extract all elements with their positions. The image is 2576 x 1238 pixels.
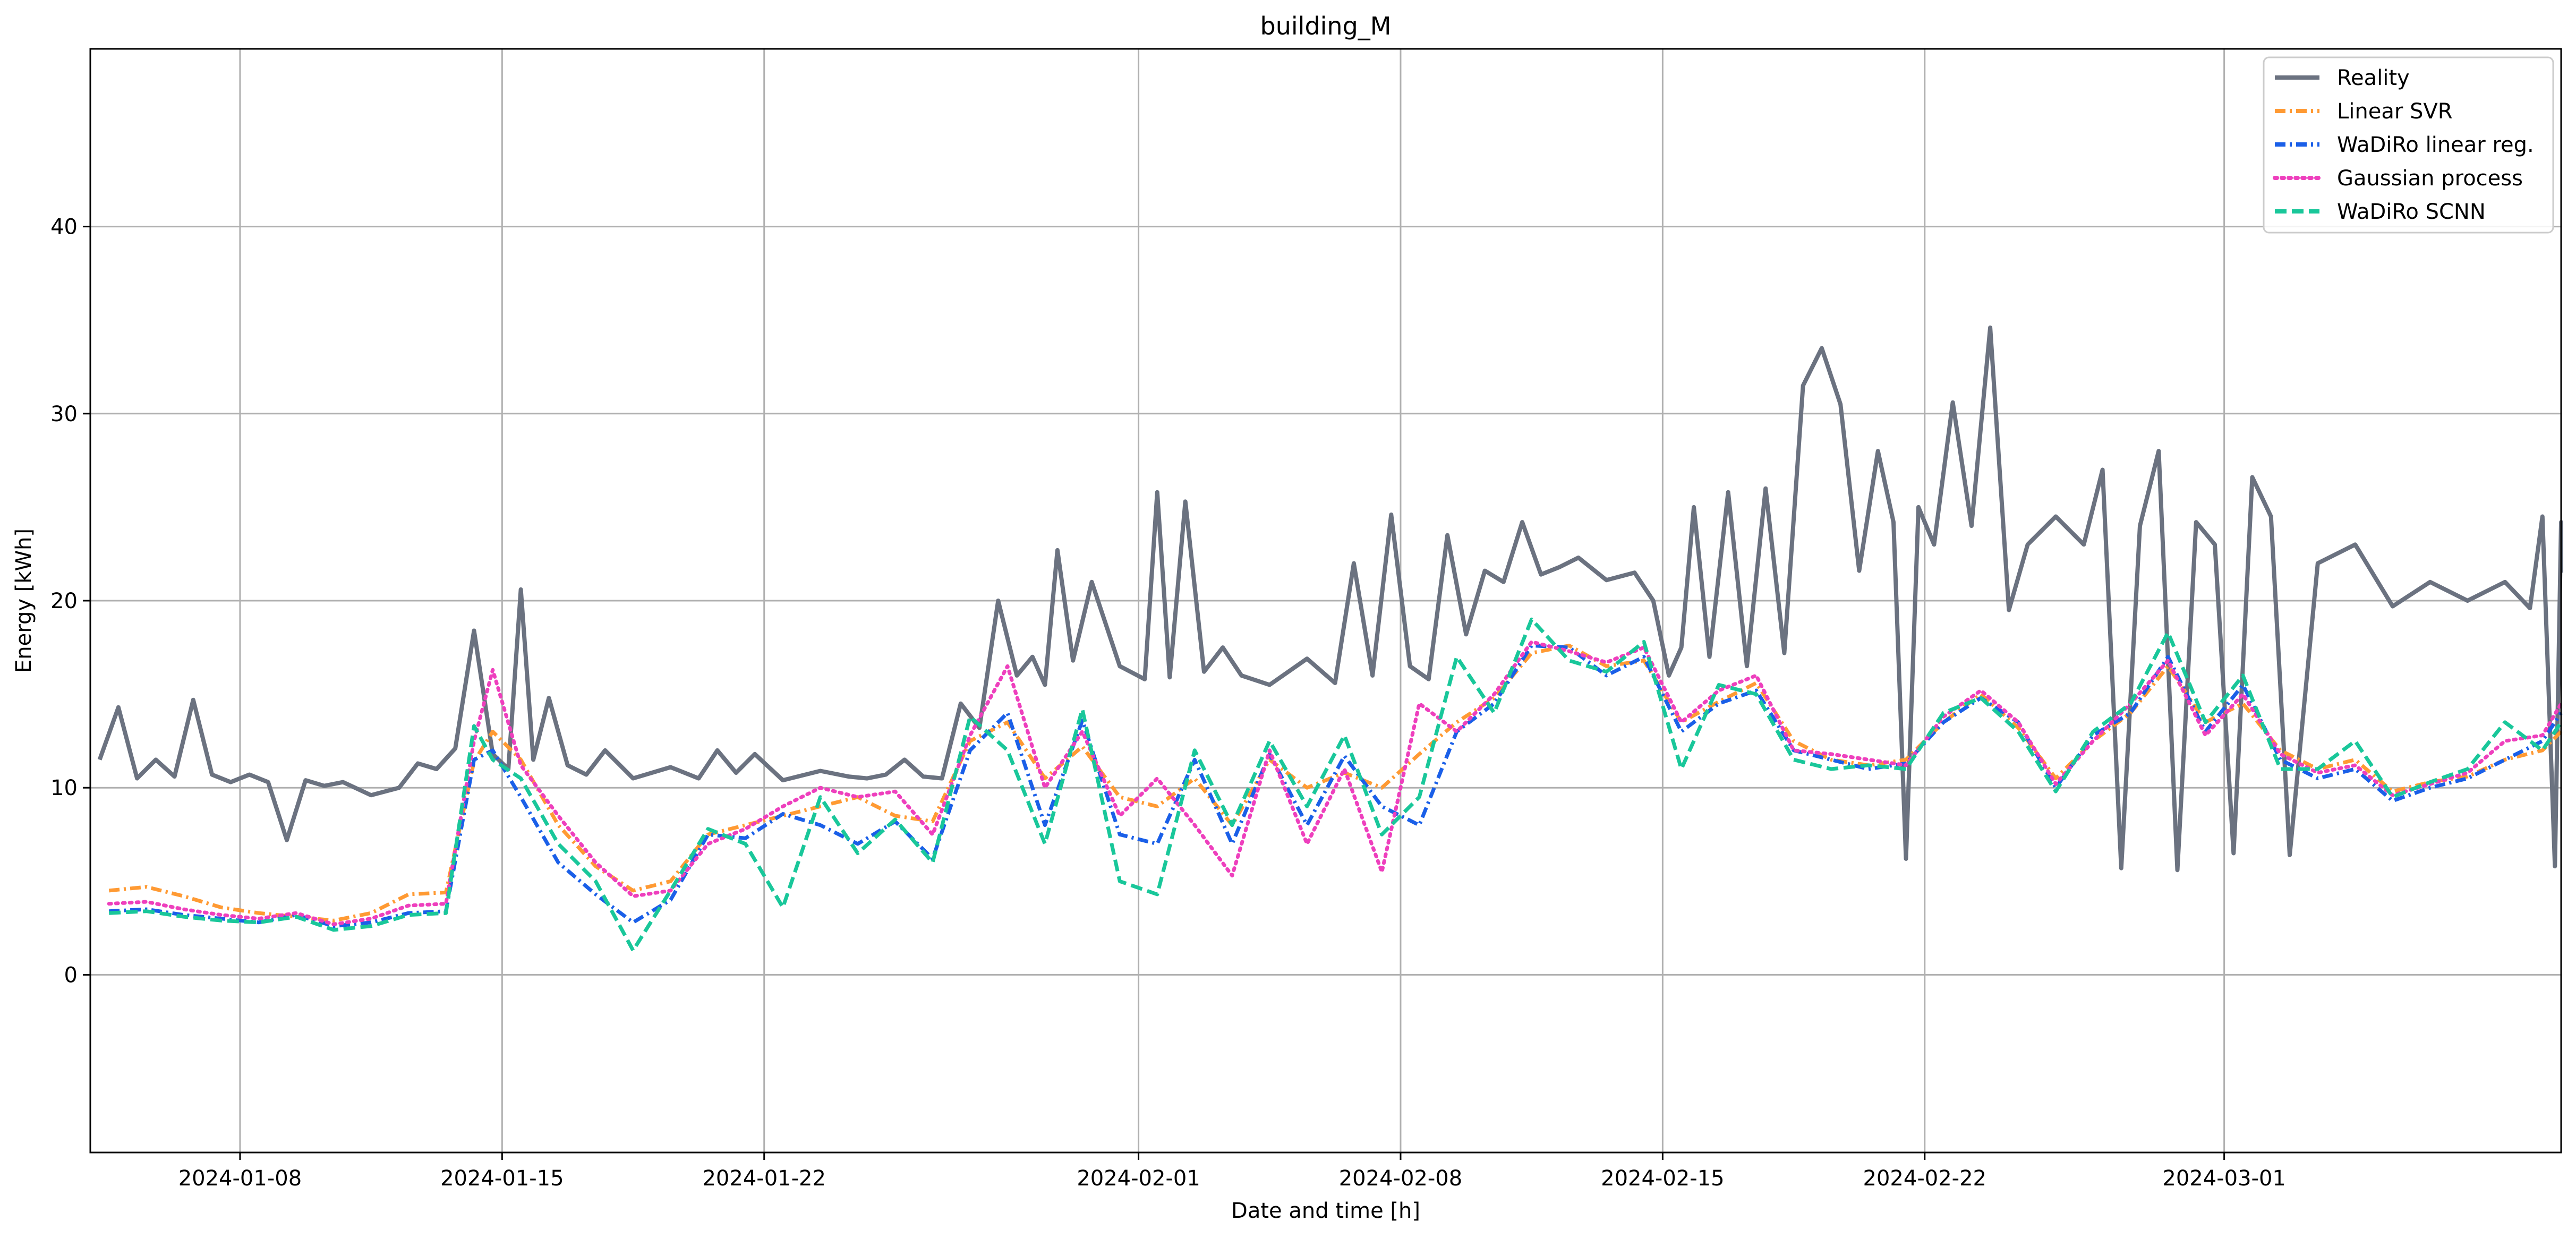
- legend-label: WaDiRo linear reg.: [2337, 133, 2534, 157]
- y-tick-label: 30: [50, 402, 78, 426]
- x-tick-label: 2024-02-01: [1077, 1166, 1200, 1191]
- legend-label: Reality: [2337, 66, 2410, 90]
- x-tick-label: 2024-02-22: [1863, 1166, 1986, 1191]
- chart-title: building_M: [1260, 12, 1392, 40]
- x-tick-label: 2024-02-15: [1601, 1166, 1724, 1191]
- series-line-reality: [97, 325, 2563, 873]
- legend-label: Gaussian process: [2337, 166, 2523, 191]
- y-axis-label: Energy [kWh]: [12, 528, 36, 673]
- x-tick-label: 2024-02-08: [1339, 1166, 1462, 1191]
- y-tick-label: 40: [50, 215, 78, 240]
- y-axis: 0 10 20 30 40: [50, 215, 90, 987]
- series-line-wadiro-scnn: [109, 617, 2563, 953]
- x-tick-label: 2024-01-15: [440, 1166, 564, 1191]
- legend-box: [2263, 56, 2554, 234]
- grid: [90, 49, 2561, 1152]
- series-line-linear-svr: [108, 644, 2563, 923]
- y-tick-label: 0: [64, 963, 78, 987]
- x-axis-label: Date and time [h]: [1231, 1199, 1420, 1223]
- x-tick-label: 2024-01-08: [178, 1166, 302, 1191]
- series-line-gaussian-process: [107, 640, 2563, 926]
- series-layer: [97, 325, 2563, 953]
- x-tick-label: 2024-01-22: [702, 1166, 825, 1191]
- y-tick-label: 20: [50, 589, 78, 613]
- legend-label: Linear SVR: [2337, 99, 2453, 124]
- x-axis: 2024-01-08 2024-01-15 2024-01-22 2024-02-01…: [178, 1152, 2286, 1191]
- legend: Reality Linear SVR WaDiRo linear reg. Gauss…: [2263, 56, 2554, 234]
- series-line-wadiro-linear-reg: [109, 644, 2563, 928]
- legend-label: WaDiRo SCNN: [2337, 200, 2486, 224]
- x-tick-label: 2024-03-01: [2162, 1166, 2285, 1191]
- y-tick-label: 10: [50, 776, 78, 800]
